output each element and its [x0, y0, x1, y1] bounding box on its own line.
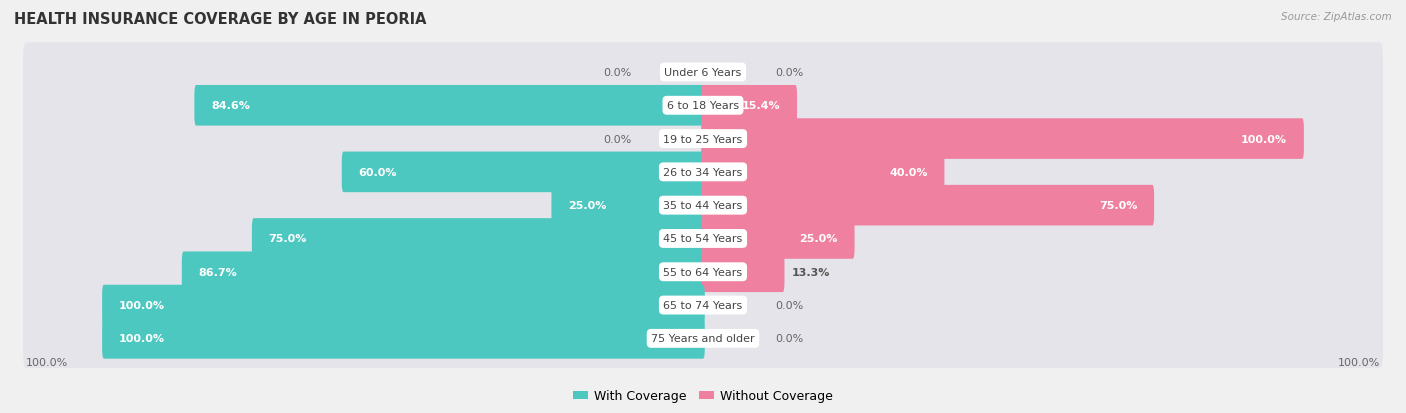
- FancyBboxPatch shape: [22, 209, 1384, 268]
- FancyBboxPatch shape: [103, 318, 704, 359]
- Text: 84.6%: 84.6%: [211, 101, 250, 111]
- Legend: With Coverage, Without Coverage: With Coverage, Without Coverage: [568, 385, 838, 408]
- FancyBboxPatch shape: [342, 152, 704, 193]
- Text: 55 to 64 Years: 55 to 64 Years: [664, 267, 742, 277]
- Text: 100.0%: 100.0%: [1241, 134, 1286, 144]
- FancyBboxPatch shape: [702, 119, 1303, 159]
- FancyBboxPatch shape: [702, 252, 785, 292]
- FancyBboxPatch shape: [252, 218, 704, 259]
- Text: 75.0%: 75.0%: [1099, 201, 1137, 211]
- FancyBboxPatch shape: [22, 242, 1384, 301]
- Text: 60.0%: 60.0%: [359, 167, 396, 178]
- FancyBboxPatch shape: [22, 143, 1384, 202]
- Text: 100.0%: 100.0%: [27, 358, 69, 368]
- Text: 35 to 44 Years: 35 to 44 Years: [664, 201, 742, 211]
- Text: 100.0%: 100.0%: [1337, 358, 1379, 368]
- FancyBboxPatch shape: [194, 86, 704, 126]
- FancyBboxPatch shape: [702, 185, 1154, 226]
- FancyBboxPatch shape: [22, 309, 1384, 368]
- FancyBboxPatch shape: [702, 218, 855, 259]
- FancyBboxPatch shape: [22, 76, 1384, 135]
- Text: 100.0%: 100.0%: [120, 334, 165, 344]
- Text: 0.0%: 0.0%: [775, 334, 803, 344]
- FancyBboxPatch shape: [103, 285, 704, 325]
- Text: Source: ZipAtlas.com: Source: ZipAtlas.com: [1281, 12, 1392, 22]
- Text: 65 to 74 Years: 65 to 74 Years: [664, 300, 742, 310]
- FancyBboxPatch shape: [702, 86, 797, 126]
- FancyBboxPatch shape: [22, 110, 1384, 169]
- FancyBboxPatch shape: [22, 43, 1384, 102]
- Text: 0.0%: 0.0%: [775, 68, 803, 78]
- Text: 40.0%: 40.0%: [889, 167, 928, 178]
- Text: 6 to 18 Years: 6 to 18 Years: [666, 101, 740, 111]
- FancyBboxPatch shape: [22, 276, 1384, 335]
- Text: 45 to 54 Years: 45 to 54 Years: [664, 234, 742, 244]
- Text: 0.0%: 0.0%: [603, 68, 631, 78]
- Text: HEALTH INSURANCE COVERAGE BY AGE IN PEORIA: HEALTH INSURANCE COVERAGE BY AGE IN PEOR…: [14, 12, 426, 27]
- FancyBboxPatch shape: [22, 176, 1384, 235]
- Text: 86.7%: 86.7%: [198, 267, 238, 277]
- FancyBboxPatch shape: [181, 252, 704, 292]
- Text: 25.0%: 25.0%: [568, 201, 606, 211]
- FancyBboxPatch shape: [702, 152, 945, 193]
- Text: 25.0%: 25.0%: [800, 234, 838, 244]
- Text: 13.3%: 13.3%: [792, 267, 830, 277]
- Text: 100.0%: 100.0%: [120, 300, 165, 310]
- Text: 0.0%: 0.0%: [775, 300, 803, 310]
- Text: 75 Years and older: 75 Years and older: [651, 334, 755, 344]
- Text: 19 to 25 Years: 19 to 25 Years: [664, 134, 742, 144]
- FancyBboxPatch shape: [551, 185, 704, 226]
- Text: 75.0%: 75.0%: [269, 234, 307, 244]
- Text: Under 6 Years: Under 6 Years: [665, 68, 741, 78]
- Text: 0.0%: 0.0%: [603, 134, 631, 144]
- Text: 26 to 34 Years: 26 to 34 Years: [664, 167, 742, 178]
- Text: 15.4%: 15.4%: [741, 101, 780, 111]
